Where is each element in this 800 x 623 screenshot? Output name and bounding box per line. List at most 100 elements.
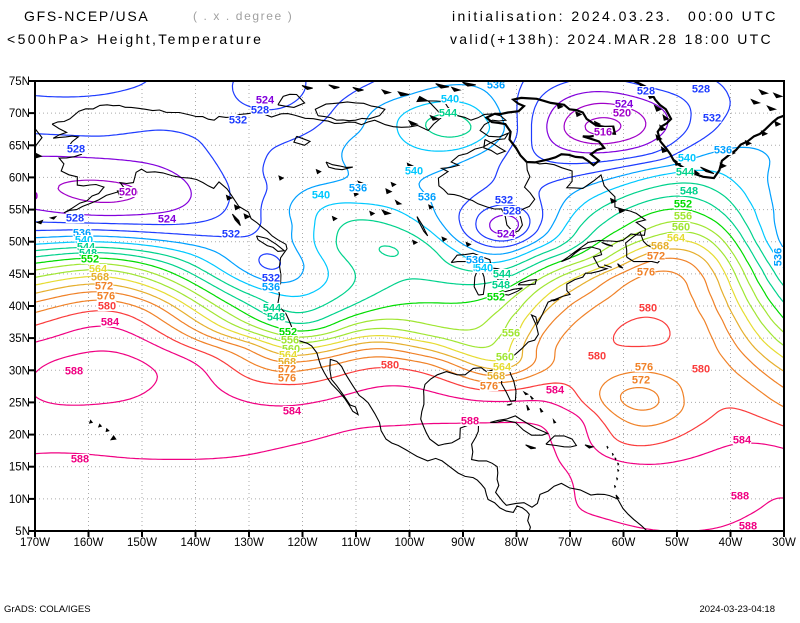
svg-text:150W: 150W: [127, 537, 157, 549]
svg-text:588: 588: [739, 521, 757, 533]
svg-text:528: 528: [503, 206, 521, 218]
svg-text:100W: 100W: [394, 537, 424, 549]
svg-text:580: 580: [692, 364, 710, 376]
svg-text:576: 576: [278, 373, 296, 385]
svg-text:544: 544: [493, 269, 512, 281]
svg-text:50W: 50W: [665, 537, 689, 549]
svg-text:548: 548: [680, 186, 698, 198]
svg-text:532: 532: [222, 229, 240, 241]
svg-text:90W: 90W: [451, 537, 475, 549]
svg-text:40W: 40W: [719, 537, 743, 549]
svg-text:170W: 170W: [20, 537, 50, 549]
svg-text:528: 528: [251, 105, 269, 117]
svg-text:528: 528: [692, 84, 710, 96]
svg-text:572: 572: [278, 364, 296, 376]
svg-text:<500hPa> Height,Temperature: <500hPa> Height,Temperature: [7, 31, 263, 47]
svg-text:552: 552: [81, 254, 99, 266]
svg-text:576: 576: [635, 362, 653, 374]
svg-text:544: 544: [263, 303, 282, 315]
svg-text:60N: 60N: [9, 172, 30, 184]
svg-text:572: 572: [632, 375, 650, 387]
svg-text:564: 564: [667, 233, 686, 245]
svg-text:540: 540: [678, 153, 696, 165]
svg-text:528: 528: [66, 213, 84, 225]
svg-text:140W: 140W: [180, 537, 210, 549]
svg-text:2024-03-23-04:18: 2024-03-23-04:18: [699, 604, 775, 615]
svg-text:544: 544: [676, 167, 695, 179]
svg-text:524: 524: [158, 214, 177, 226]
svg-text:560: 560: [496, 352, 514, 364]
svg-text:588: 588: [65, 366, 83, 378]
svg-text:588: 588: [731, 491, 749, 503]
svg-text:70N: 70N: [9, 108, 30, 120]
svg-text:584: 584: [546, 385, 565, 397]
svg-text:564: 564: [493, 362, 512, 374]
svg-text:120W: 120W: [287, 537, 317, 549]
svg-text:30W: 30W: [772, 537, 796, 549]
svg-text:55N: 55N: [9, 205, 30, 217]
svg-text:580: 580: [381, 360, 399, 372]
svg-text:GrADS: COLA/IGES: GrADS: COLA/IGES: [4, 604, 91, 615]
svg-text:75N: 75N: [9, 76, 30, 88]
svg-text:532: 532: [703, 113, 721, 125]
svg-text:45N: 45N: [9, 269, 30, 281]
svg-text:544: 544: [439, 108, 458, 120]
svg-text:110W: 110W: [341, 537, 370, 549]
svg-text:( . x . degree ): ( . x . degree ): [193, 9, 293, 23]
svg-text:65N: 65N: [9, 140, 30, 152]
svg-text:GFS-NCEP/USA: GFS-NCEP/USA: [24, 8, 149, 24]
svg-text:576: 576: [97, 291, 115, 303]
svg-text:524: 524: [615, 99, 634, 111]
svg-text:568: 568: [91, 272, 109, 284]
svg-text:568: 568: [487, 371, 505, 383]
svg-text:584: 584: [283, 406, 302, 418]
svg-text:524: 524: [497, 229, 516, 241]
svg-text:524: 524: [256, 95, 275, 107]
svg-text:160W: 160W: [73, 537, 103, 549]
svg-text:520: 520: [613, 108, 631, 120]
svg-text:70W: 70W: [558, 537, 582, 549]
svg-text:10N: 10N: [9, 494, 30, 506]
svg-text:536: 536: [773, 248, 785, 266]
svg-text:15N: 15N: [9, 462, 30, 474]
svg-text:548: 548: [492, 280, 510, 292]
svg-text:536: 536: [418, 192, 436, 204]
svg-text:588: 588: [461, 416, 479, 428]
svg-text:528: 528: [637, 86, 655, 98]
svg-text:20N: 20N: [9, 430, 30, 442]
svg-text:532: 532: [495, 195, 513, 207]
svg-text:576: 576: [480, 381, 498, 393]
svg-text:572: 572: [95, 281, 113, 293]
svg-text:40N: 40N: [9, 301, 30, 313]
svg-text:5N: 5N: [15, 526, 30, 538]
svg-text:536: 536: [714, 145, 732, 157]
svg-text:536: 536: [262, 282, 280, 294]
svg-text:584: 584: [733, 435, 752, 447]
svg-text:556: 556: [281, 335, 299, 347]
svg-text:576: 576: [637, 267, 655, 279]
svg-text:532: 532: [262, 273, 280, 285]
svg-text:50N: 50N: [9, 237, 30, 249]
svg-text:548: 548: [267, 312, 285, 324]
svg-text:560: 560: [672, 222, 690, 234]
svg-text:580: 580: [588, 351, 606, 363]
svg-text:30N: 30N: [9, 365, 30, 377]
svg-text:35N: 35N: [9, 333, 30, 345]
svg-text:80W: 80W: [505, 537, 529, 549]
svg-text:130W: 130W: [234, 537, 264, 549]
svg-text:540: 540: [475, 263, 493, 275]
svg-text:536: 536: [487, 80, 505, 92]
svg-text:520: 520: [119, 187, 137, 199]
svg-text:initialisation: 2024.03.23. 0: initialisation: 2024.03.23. 00:00 UTC: [452, 8, 778, 24]
svg-text:568: 568: [651, 241, 669, 253]
svg-text:532: 532: [229, 115, 247, 127]
svg-text:540: 540: [312, 190, 330, 202]
svg-text:valid(+138h): 2024.MAR.28 18:0: valid(+138h): 2024.MAR.28 18:00 UTC: [450, 31, 773, 47]
svg-text:556: 556: [502, 328, 520, 340]
svg-text:584: 584: [101, 317, 120, 329]
svg-text:588: 588: [71, 454, 89, 466]
svg-text:580: 580: [98, 301, 116, 313]
svg-text:552: 552: [487, 292, 505, 304]
svg-text:536: 536: [349, 183, 367, 195]
svg-text:60W: 60W: [612, 537, 636, 549]
